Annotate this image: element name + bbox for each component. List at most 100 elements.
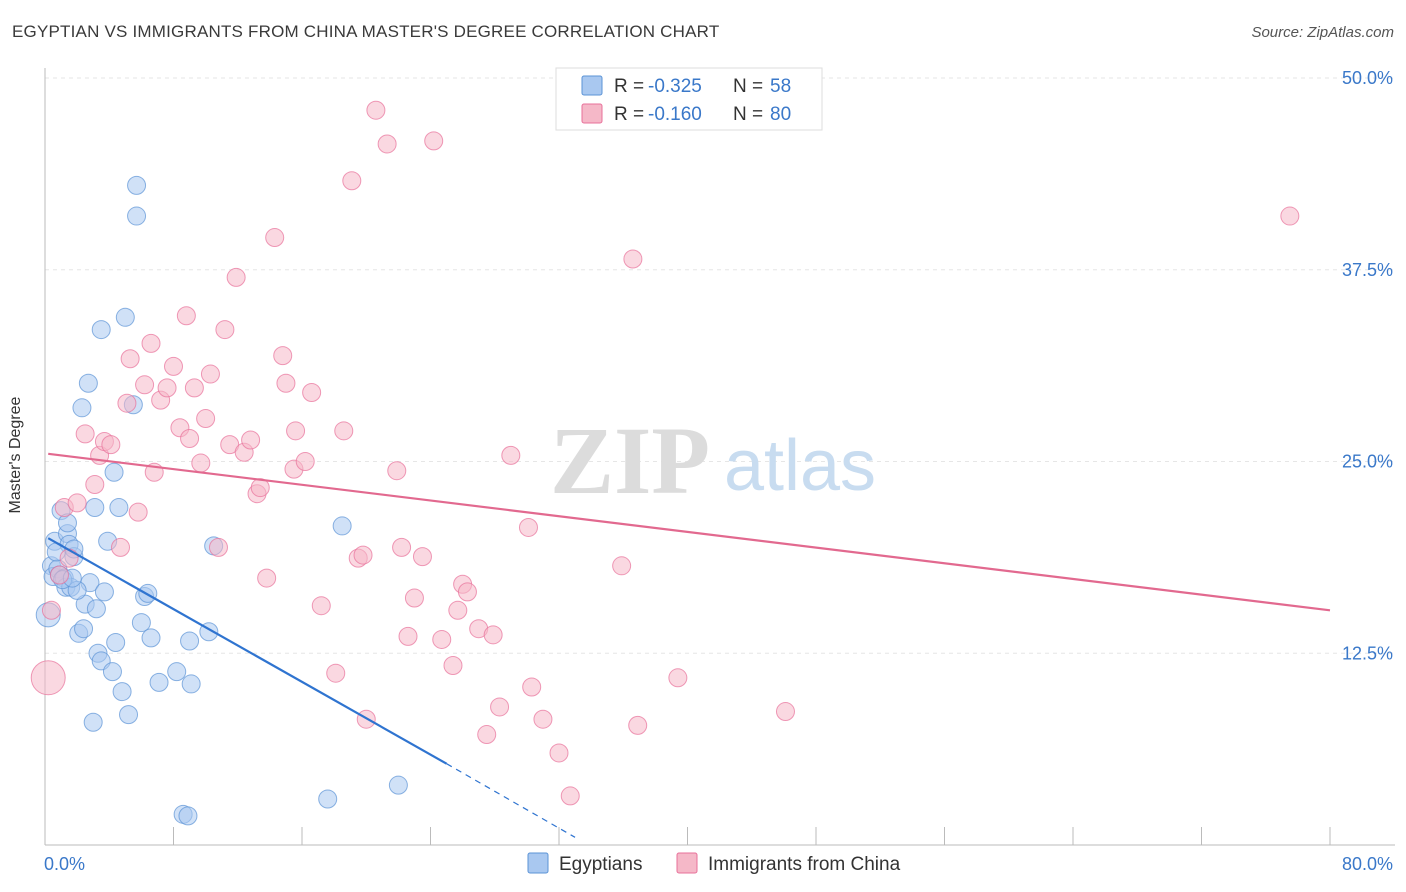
data-point <box>1280 206 1300 226</box>
legend-label: Egyptians <box>559 854 642 875</box>
data-point <box>332 516 352 536</box>
data-point <box>448 600 468 620</box>
legend-r-value: -0.160 <box>648 104 702 125</box>
legend-r-label: R = <box>614 104 644 125</box>
legend-n-label: N = <box>733 104 763 125</box>
data-point <box>353 545 373 565</box>
data-point <box>104 462 124 482</box>
data-point <box>668 668 688 688</box>
trend-line-egyptians <box>47 537 448 765</box>
x-tick-label: 80.0% <box>1342 854 1393 874</box>
data-point <box>72 398 92 418</box>
data-point <box>75 424 95 444</box>
watermark-atlas: atlas <box>724 426 876 506</box>
watermark-zip: ZIP <box>550 407 710 514</box>
data-point <box>377 134 397 154</box>
data-point <box>141 628 161 648</box>
data-point <box>178 806 198 826</box>
data-point <box>83 712 103 732</box>
data-point <box>443 656 463 676</box>
series-egyptians <box>35 175 408 826</box>
data-point <box>533 709 553 729</box>
data-point <box>215 320 235 340</box>
legend-n-label: N = <box>733 76 763 97</box>
data-point <box>518 517 538 537</box>
correlation-legend-box: R = -0.325 N = 58 R = -0.160 N = 80 <box>555 67 823 131</box>
source-label: Source: ZipAtlas.com <box>1251 24 1394 41</box>
data-point <box>477 725 497 745</box>
data-point <box>127 206 147 226</box>
data-point <box>164 356 183 376</box>
data-point <box>549 743 569 763</box>
data-point <box>560 786 580 806</box>
y-tick-label: 25.0% <box>1342 452 1393 472</box>
data-point <box>623 249 643 269</box>
y-tick-label: 37.5% <box>1342 260 1393 280</box>
data-point <box>483 625 503 645</box>
data-point <box>226 267 246 287</box>
data-point <box>176 306 196 326</box>
data-point <box>457 582 477 602</box>
data-point <box>295 452 315 471</box>
data-point <box>127 175 147 195</box>
data-point <box>424 131 444 151</box>
data-point <box>119 705 139 725</box>
data-point <box>273 346 293 366</box>
data-point <box>612 556 632 576</box>
legend-swatch <box>527 852 549 874</box>
data-point <box>775 702 795 722</box>
data-point <box>59 548 79 568</box>
data-point <box>276 373 296 393</box>
data-point <box>392 537 412 557</box>
data-point <box>257 568 277 588</box>
chart-title: EGYPTIAN VS IMMIGRANTS FROM CHINA MASTER… <box>12 22 720 41</box>
legend-n-value: 80 <box>770 104 791 125</box>
data-point <box>181 674 201 694</box>
data-point <box>30 660 66 696</box>
data-point <box>101 435 121 455</box>
data-point <box>109 498 129 518</box>
data-point <box>167 662 187 682</box>
data-point <box>49 565 69 585</box>
data-point <box>74 619 94 639</box>
data-point <box>366 100 386 120</box>
data-point <box>102 662 122 682</box>
data-point <box>85 475 105 495</box>
data-point <box>67 493 87 513</box>
data-point <box>334 421 354 441</box>
data-point <box>128 502 148 522</box>
legend-label: Immigrants from China <box>708 854 901 875</box>
data-point <box>94 582 114 602</box>
data-point <box>398 626 418 646</box>
data-point <box>241 430 261 450</box>
data-point <box>135 375 155 395</box>
data-point <box>326 663 346 683</box>
data-point <box>141 333 161 353</box>
data-point <box>387 461 407 481</box>
data-point <box>110 537 130 557</box>
legend-n-value: 58 <box>770 76 791 97</box>
data-point <box>628 715 648 735</box>
legend-box-swatch <box>581 75 603 96</box>
data-point <box>57 513 77 533</box>
data-point <box>404 588 424 608</box>
data-point <box>208 537 228 557</box>
data-point <box>184 378 204 398</box>
data-point <box>120 349 140 369</box>
data-point <box>490 697 510 717</box>
legend-r-value: -0.325 <box>648 76 702 97</box>
data-point <box>131 613 151 633</box>
data-point <box>41 600 61 620</box>
gridlines <box>45 77 1395 654</box>
data-point <box>180 631 200 651</box>
data-point <box>342 171 362 191</box>
axes <box>44 68 1395 846</box>
data-point <box>265 228 285 248</box>
data-point <box>522 677 542 697</box>
legend-box-swatch <box>581 103 603 124</box>
data-point <box>85 498 105 518</box>
data-point <box>86 599 106 619</box>
data-point <box>149 672 169 692</box>
data-point <box>286 421 306 441</box>
